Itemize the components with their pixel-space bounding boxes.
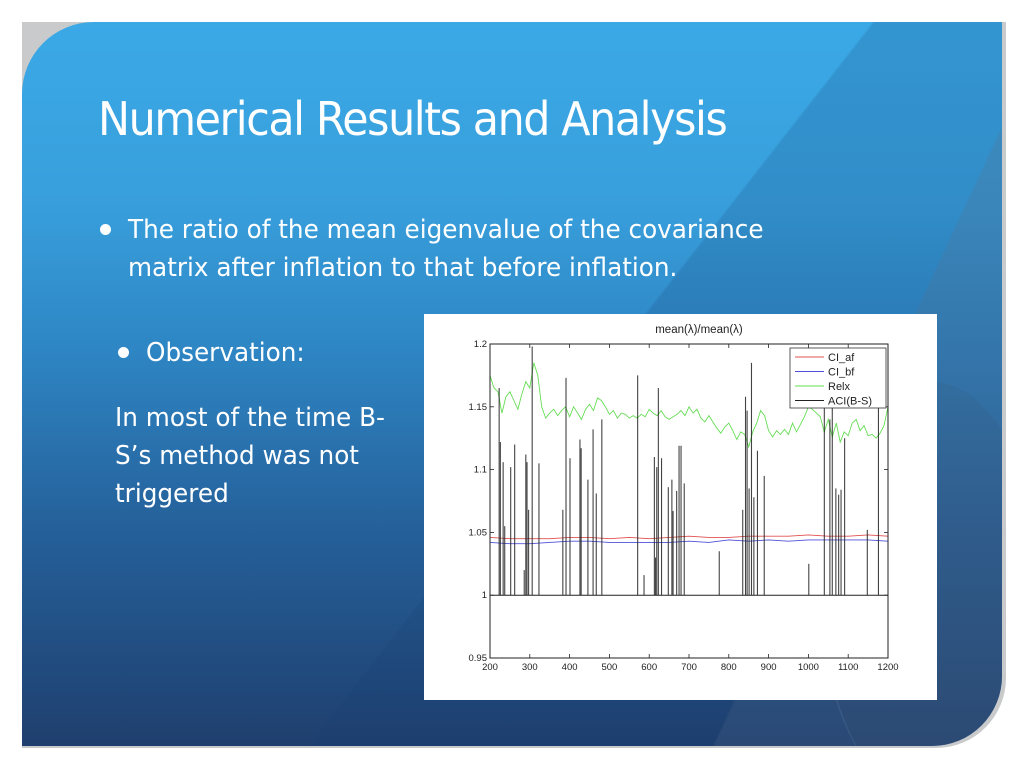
y-tick-label: 0.95 xyxy=(469,653,488,664)
chart-plot: mean(λ)/mean(λ) 200 300 400 500 600 700 800 900 1… xyxy=(469,324,899,673)
x-tick-label: 1200 xyxy=(877,662,898,673)
x-tick-label: 600 xyxy=(641,662,657,673)
slide-title: Numerical Results and Analysis xyxy=(98,92,728,146)
legend-box xyxy=(789,347,887,409)
x-tick-label: 800 xyxy=(721,662,737,673)
x-tick-label: 700 xyxy=(681,662,697,673)
x-tick-label: 200 xyxy=(482,662,498,673)
y-tick-label: 1 xyxy=(482,590,487,601)
bullet-icon xyxy=(118,347,129,358)
legend-label: Relx xyxy=(828,381,851,393)
series-ci-af xyxy=(489,534,889,540)
chart-title: mean(λ)/mean(λ) xyxy=(655,324,743,336)
x-tick-label: 1100 xyxy=(838,662,858,673)
y-tick-label: 1.05 xyxy=(469,527,488,538)
x-tick-label: 500 xyxy=(601,662,617,673)
x-tick-label: 900 xyxy=(761,662,777,673)
legend-label: ACI(B-S) xyxy=(828,396,872,408)
sub-bullet-text: Observation: xyxy=(146,338,305,368)
observation-text: In most of the time B-S’s method was not… xyxy=(115,403,385,509)
bullet-icon xyxy=(100,224,111,235)
series-relx xyxy=(489,362,889,449)
legend-label: CI_af xyxy=(828,352,855,364)
series-ci-bf xyxy=(489,539,889,545)
y-tick-label: 1.2 xyxy=(474,339,487,350)
y-tick-label: 1.1 xyxy=(474,465,487,476)
y-tick-label: 1.15 xyxy=(469,402,488,413)
x-tick-label: 1000 xyxy=(798,662,819,673)
bullet-text: The ratio of the mean eigenvalue of the … xyxy=(128,215,764,283)
legend-label: CI_bf xyxy=(828,367,855,379)
x-tick-label: 400 xyxy=(562,662,578,673)
x-tick-label: 300 xyxy=(522,662,538,673)
chart: mean(λ)/mean(λ) 200 300 400 500 600 700 800 900 1… xyxy=(424,314,937,700)
